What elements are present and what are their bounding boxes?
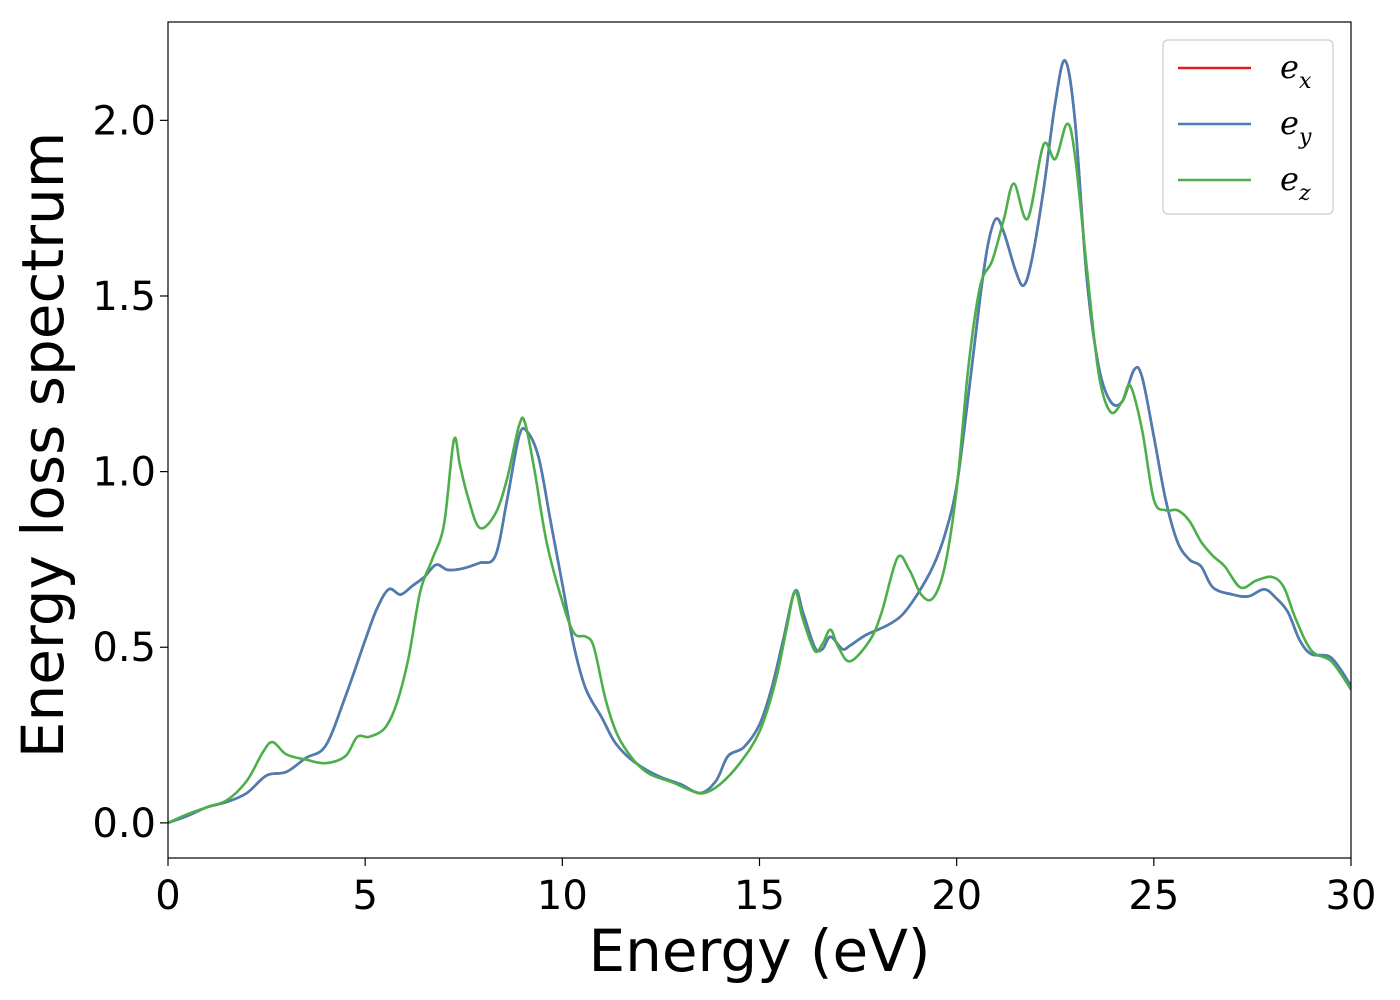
legend-label-z: ez xyxy=(1280,160,1311,206)
y-tick-label: 0.0 xyxy=(92,801,156,847)
x-tick-label: 25 xyxy=(1128,873,1179,919)
y-axis: 0.0 0.5 1.0 1.5 2.0 xyxy=(92,98,168,847)
x-tick-label: 30 xyxy=(1326,873,1377,919)
x-tick-label: 15 xyxy=(734,873,785,919)
series-layer xyxy=(168,59,1351,825)
x-tick-label: 0 xyxy=(155,873,180,919)
series-line-e-z xyxy=(168,122,1351,825)
y-axis-title: Energy loss spectrum xyxy=(9,132,77,758)
y-tick-label: 2.0 xyxy=(92,98,156,144)
legend-label-x: ex xyxy=(1280,48,1312,94)
y-tick-label: 1.5 xyxy=(92,274,156,320)
legend-box xyxy=(1162,39,1334,215)
legend: ex ey ez xyxy=(1162,39,1334,215)
x-axis: 0 5 10 15 20 25 30 xyxy=(155,858,1376,919)
x-tick-label: 10 xyxy=(537,873,588,919)
x-axis-title: Energy (eV) xyxy=(588,917,930,985)
y-tick-label: 0.5 xyxy=(92,625,156,671)
x-tick-label: 5 xyxy=(352,873,377,919)
legend-label-y: ey xyxy=(1280,104,1312,150)
x-tick-label: 20 xyxy=(931,873,982,919)
y-tick-label: 1.0 xyxy=(92,450,156,496)
